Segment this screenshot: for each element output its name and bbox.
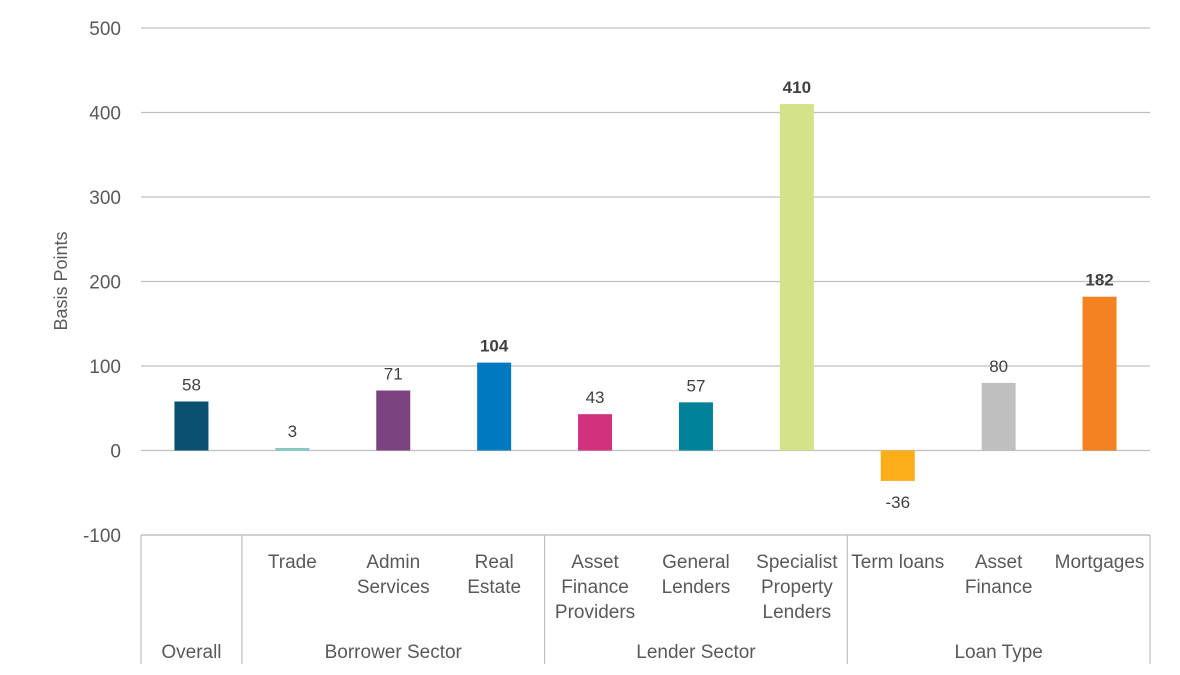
category-label: Term loans bbox=[851, 552, 944, 573]
data-label: 182 bbox=[1085, 271, 1113, 290]
bars bbox=[174, 104, 1117, 481]
bar-specialist-property-lenders bbox=[779, 104, 814, 451]
bar-asset-finance bbox=[981, 382, 1016, 451]
y-axis-ticks: -100 0 100 200 300 400 500 bbox=[83, 19, 121, 547]
y-tick-label: 200 bbox=[89, 273, 121, 294]
category-label: Trade bbox=[268, 552, 317, 573]
category-label: General Lenders bbox=[662, 552, 731, 598]
category-label: Asset Finance Providers bbox=[555, 552, 635, 623]
data-label: 71 bbox=[384, 365, 403, 384]
category-label: Asset Finance bbox=[965, 552, 1033, 598]
gridlines bbox=[141, 27, 1150, 536]
data-label: 58 bbox=[182, 375, 201, 394]
data-label: 80 bbox=[989, 357, 1008, 376]
x-axis-categories: Trade Admin Services Real Estate Asset Finance… bbox=[140, 534, 1151, 664]
y-axis-label: Basis Points bbox=[51, 231, 71, 330]
y-tick-label: 300 bbox=[89, 188, 121, 209]
y-tick-label: 100 bbox=[89, 357, 121, 378]
y-tick-label: 500 bbox=[89, 19, 121, 40]
group-label: Lender Sector bbox=[636, 642, 756, 663]
data-label: 410 bbox=[783, 78, 811, 97]
bar-asset-finance-providers bbox=[578, 414, 613, 451]
category-label: Admin Services bbox=[357, 552, 430, 598]
data-label: 43 bbox=[586, 388, 605, 407]
bar-general-lenders bbox=[678, 402, 713, 451]
y-tick-label: 400 bbox=[89, 104, 121, 125]
data-label: 57 bbox=[686, 376, 705, 395]
data-label: 104 bbox=[480, 337, 509, 356]
bar-overall bbox=[174, 401, 209, 451]
data-label: 3 bbox=[288, 422, 297, 441]
data-label: -36 bbox=[885, 493, 910, 512]
y-tick-label: -100 bbox=[83, 526, 121, 547]
y-tick-label: 0 bbox=[110, 442, 121, 463]
category-label: Specialist Property Lenders bbox=[756, 552, 838, 623]
bar-term-loans bbox=[880, 450, 915, 481]
group-label: Overall bbox=[161, 642, 221, 663]
bar-real-estate bbox=[477, 362, 512, 451]
group-label: Loan Type bbox=[954, 642, 1042, 663]
bar-mortgages bbox=[1082, 296, 1117, 451]
bar-trade bbox=[275, 447, 310, 451]
bar-admin-services bbox=[376, 390, 411, 451]
category-label: Mortgages bbox=[1055, 552, 1145, 573]
category-label: Real Estate bbox=[467, 552, 521, 598]
group-label: Borrower Sector bbox=[325, 642, 463, 663]
data-labels: 58 3 71 104 43 57 410 -36 80 182 bbox=[182, 78, 1114, 512]
